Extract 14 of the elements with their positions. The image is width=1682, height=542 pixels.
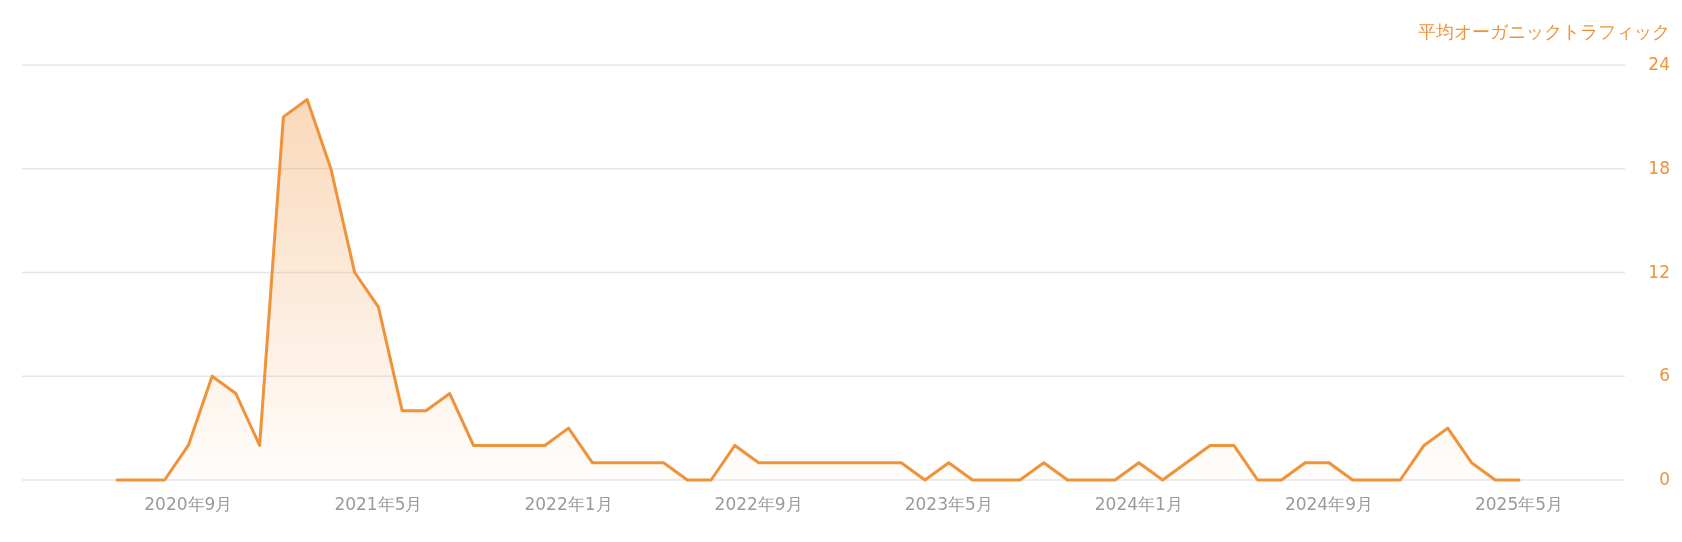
x-tick-label: 2024年9月 xyxy=(1284,494,1373,514)
x-tick-label: 2024年1月 xyxy=(1094,494,1183,514)
y-tick-label: 6 xyxy=(1659,365,1670,386)
x-tick-label: 2023年5月 xyxy=(904,494,993,514)
x-tick-label: 2022年1月 xyxy=(524,494,613,514)
y-tick-label: 12 xyxy=(1648,261,1670,282)
x-tick-label: 2025年5月 xyxy=(1475,494,1564,514)
x-tick-label: 2021年5月 xyxy=(334,494,423,514)
y-tick-label: 0 xyxy=(1659,469,1670,489)
x-tick-label: 2020年9月 xyxy=(144,494,233,514)
y-tick-label: 24 xyxy=(1648,54,1670,74)
x-tick-label: 2022年9月 xyxy=(714,494,803,514)
y-axis-title: 平均オーガニックトラフィック xyxy=(1418,21,1670,42)
y-tick-label: 18 xyxy=(1648,157,1670,178)
